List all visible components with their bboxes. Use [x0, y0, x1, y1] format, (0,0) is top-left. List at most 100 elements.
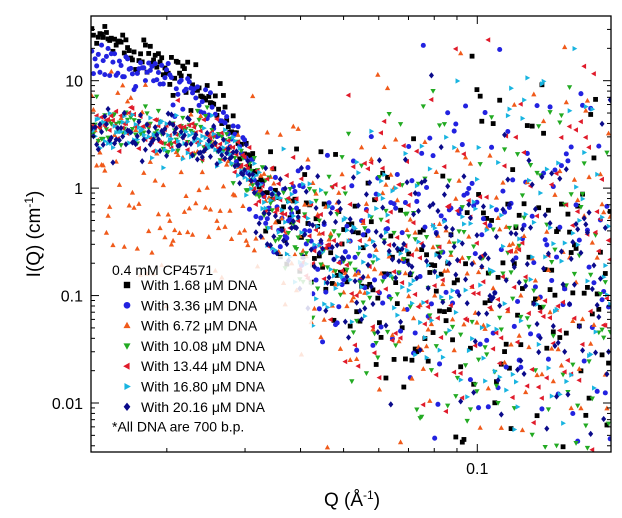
data-point	[269, 190, 275, 198]
data-point	[253, 229, 259, 236]
data-point	[277, 235, 283, 240]
data-point	[554, 306, 560, 312]
data-point	[175, 97, 180, 103]
data-point	[354, 159, 360, 165]
data-point	[594, 388, 600, 394]
data-point	[271, 180, 277, 186]
data-point	[191, 124, 197, 130]
data-point	[106, 140, 111, 147]
data-point	[263, 220, 269, 226]
data-point	[91, 48, 95, 54]
data-point	[404, 258, 410, 264]
data-point	[544, 425, 550, 432]
data-point	[377, 320, 382, 326]
data-point	[563, 330, 569, 336]
data-point	[469, 319, 475, 325]
data-point	[602, 271, 608, 276]
data-point	[368, 134, 374, 140]
data-point	[302, 231, 308, 238]
data-point	[196, 117, 202, 123]
legend-item: With 6.72 μM DNA	[123, 318, 258, 334]
data-point	[495, 296, 500, 303]
data-point	[118, 143, 124, 148]
data-point	[534, 170, 540, 176]
data-point	[209, 128, 215, 133]
data-point	[326, 200, 332, 206]
data-point	[599, 201, 605, 207]
data-point	[216, 148, 222, 155]
data-point	[557, 120, 563, 126]
data-point	[428, 368, 435, 373]
data-point	[250, 93, 256, 99]
data-point	[105, 135, 111, 141]
data-point	[220, 136, 226, 143]
data-point	[412, 291, 418, 298]
data-point	[319, 187, 324, 193]
data-point	[284, 235, 290, 241]
legend-label: With 1.68 μM DNA	[141, 277, 258, 293]
legend-label: With 20.16 μM DNA	[141, 399, 266, 415]
data-point	[357, 307, 363, 315]
data-point	[483, 378, 488, 384]
data-point	[424, 354, 430, 361]
data-point	[466, 185, 472, 191]
data-point	[112, 51, 118, 57]
data-point	[352, 278, 358, 285]
data-point	[224, 117, 230, 123]
data-point	[470, 290, 476, 297]
data-point	[340, 274, 345, 280]
data-point	[404, 158, 409, 165]
data-point	[165, 150, 171, 155]
data-point	[359, 284, 365, 290]
data-point	[424, 252, 429, 258]
data-point	[131, 204, 137, 210]
data-point	[348, 277, 354, 283]
data-point	[563, 151, 569, 157]
data-point	[276, 219, 282, 225]
data-point	[328, 250, 334, 256]
data-point	[206, 112, 212, 118]
data-point	[133, 121, 139, 128]
data-point	[115, 70, 121, 76]
data-point	[553, 443, 560, 449]
data-point	[558, 248, 564, 255]
data-point	[531, 219, 537, 225]
data-point	[264, 176, 270, 182]
data-point	[400, 143, 406, 149]
data-point	[360, 232, 366, 238]
data-point	[578, 405, 584, 411]
data-point	[571, 176, 578, 182]
data-point	[225, 138, 231, 144]
data-point	[532, 368, 539, 374]
data-point	[421, 300, 427, 306]
data-point	[267, 225, 272, 231]
data-point	[511, 406, 517, 411]
data-point	[113, 108, 119, 114]
data-point	[422, 224, 428, 230]
data-point	[560, 372, 566, 378]
data-point	[528, 224, 534, 231]
data-point	[373, 191, 379, 197]
data-point	[91, 133, 96, 140]
data-point	[262, 199, 267, 205]
data-point	[111, 144, 116, 151]
data-point	[411, 277, 417, 284]
data-point	[220, 183, 227, 189]
data-point	[332, 273, 337, 279]
data-point	[102, 72, 108, 78]
data-point	[578, 119, 583, 125]
data-point	[427, 313, 433, 319]
data-point	[347, 357, 353, 362]
data-point	[313, 227, 318, 233]
data-point	[513, 230, 519, 238]
data-point	[294, 205, 300, 211]
data-point	[156, 51, 161, 57]
data-point	[423, 235, 430, 240]
data-point	[440, 173, 446, 179]
data-point	[357, 318, 363, 324]
data-point	[272, 209, 278, 215]
data-point	[153, 117, 159, 123]
data-point	[285, 231, 292, 236]
data-point	[518, 314, 524, 320]
data-point	[398, 207, 403, 213]
